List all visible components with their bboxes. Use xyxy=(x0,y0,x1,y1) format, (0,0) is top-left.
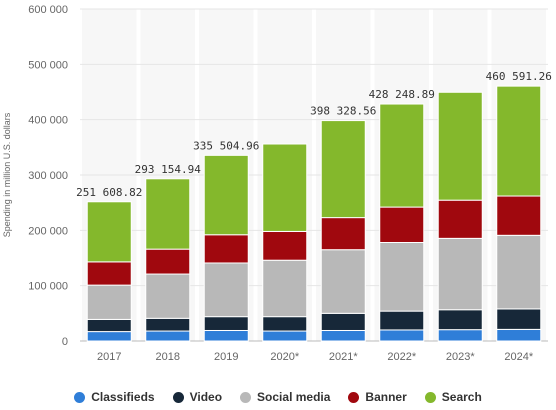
bar-social-media xyxy=(379,242,425,312)
y-tick-label: 600 000 xyxy=(28,4,68,16)
legend: Classifieds Video Social media Banner Search xyxy=(0,386,556,408)
bar-banner xyxy=(262,230,308,261)
legend-marker xyxy=(172,391,184,403)
bar-classifieds xyxy=(437,329,483,342)
legend-label: Search xyxy=(441,390,482,404)
bar-social-media xyxy=(203,262,249,318)
bar-video xyxy=(86,318,132,333)
bar-classifieds xyxy=(379,329,425,342)
bar-classifieds xyxy=(86,331,132,342)
y-tick-label: 500 000 xyxy=(28,59,68,71)
x-tick-label: 2017 xyxy=(97,351,121,363)
y-tick-label: 0 xyxy=(62,336,68,348)
bar-video xyxy=(379,310,425,331)
bar-social-media xyxy=(86,284,132,320)
bar-classifieds xyxy=(262,330,308,342)
bar-banner xyxy=(145,248,191,275)
bar-video xyxy=(262,316,308,332)
legend-marker xyxy=(240,391,252,403)
bar-social-media xyxy=(262,259,308,318)
total-label: 251 608.82 xyxy=(76,186,142,199)
bar-classifieds xyxy=(496,328,542,342)
legend-label: Social media xyxy=(257,390,331,404)
legend-item-video[interactable]: Video xyxy=(172,390,223,404)
x-tick-label: 2024* xyxy=(504,351,533,363)
total-label: 398 328.56 xyxy=(310,105,376,118)
x-tick-label: 2022* xyxy=(387,351,416,363)
total-label: 293 154.94 xyxy=(135,163,202,176)
bar-search xyxy=(86,201,132,263)
legend-item-banner[interactable]: Banner xyxy=(348,390,407,404)
bar-search xyxy=(496,85,542,197)
legend-label: Video xyxy=(189,390,223,404)
y-axis-title: Spending in million U.S. dollars xyxy=(2,112,12,237)
y-tick-label: 300 000 xyxy=(28,170,68,182)
bar-classifieds xyxy=(145,330,191,342)
bar-banner xyxy=(320,217,366,251)
bar-banner xyxy=(203,234,249,264)
bar-search xyxy=(203,154,249,236)
bar-search xyxy=(320,120,366,219)
bar-social-media xyxy=(496,234,542,310)
total-label: 335 504.96 xyxy=(193,139,259,152)
bar-classifieds xyxy=(203,329,249,342)
legend-marker xyxy=(74,391,86,403)
bar-social-media xyxy=(145,273,191,319)
bar-banner xyxy=(437,199,483,239)
bar-video xyxy=(320,312,366,331)
legend-label: Banner xyxy=(365,390,407,404)
total-label: 460 591.26 xyxy=(486,70,552,83)
total-label: 428 248.89 xyxy=(369,88,435,101)
legend-item-classifieds[interactable]: Classifieds xyxy=(74,390,155,404)
bar-banner xyxy=(379,206,425,244)
bar-banner xyxy=(86,261,132,286)
bar-search xyxy=(145,178,191,250)
x-tick-label: 2021* xyxy=(329,351,358,363)
legend-item-social-media[interactable]: Social media xyxy=(240,390,330,404)
y-tick-label: 200 000 xyxy=(28,225,68,237)
bar-search xyxy=(437,91,483,201)
x-tick-label: 2018 xyxy=(156,351,180,363)
legend-marker xyxy=(348,391,360,403)
bar-social-media xyxy=(320,249,366,314)
y-tick-label: 400 000 xyxy=(28,115,68,127)
legend-marker xyxy=(424,391,436,403)
y-tick-label: 100 000 xyxy=(28,281,68,293)
bar-video xyxy=(203,316,249,331)
legend-label: Classifieds xyxy=(91,390,155,404)
bar-banner xyxy=(496,195,542,236)
bar-video xyxy=(145,317,191,332)
bar-search xyxy=(379,103,425,208)
bar-search xyxy=(262,143,308,232)
bar-social-media xyxy=(437,237,483,311)
legend-item-search[interactable]: Search xyxy=(424,390,482,404)
bar-video xyxy=(496,308,542,330)
bar-video xyxy=(437,309,483,331)
x-tick-label: 2023* xyxy=(446,351,475,363)
bar-classifieds xyxy=(320,329,366,342)
x-tick-label: 2019 xyxy=(214,351,238,363)
stacked-bar-chart: 0 100 000 200 000 300 000 400 000 500 000 600 … xyxy=(2,4,552,363)
x-tick-label: 2020* xyxy=(270,351,299,363)
